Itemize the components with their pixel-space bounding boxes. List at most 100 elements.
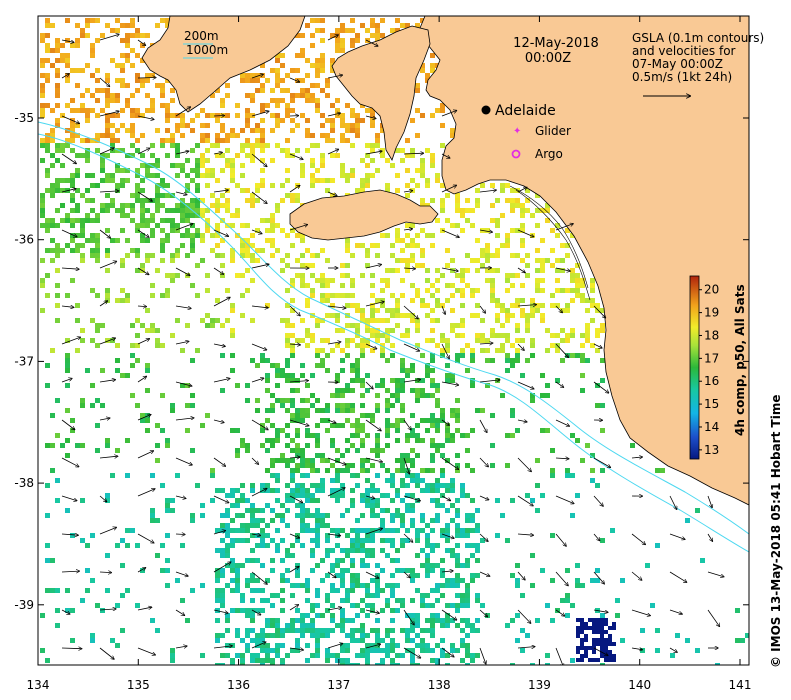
sst-pixel [480,248,485,253]
sst-pixel [570,268,575,273]
velocity-arrow [327,457,346,465]
sst-pixel [290,193,295,198]
sst-pixel [325,338,330,343]
sst-pixel [700,558,705,563]
sst-pixel [50,223,55,228]
sst-pixel [330,438,335,443]
sst-pixel [95,88,100,93]
y-tick-label: -35 [14,111,34,125]
sst-pixel [275,98,280,103]
sst-pixel [175,173,180,178]
sst-pixel [390,28,395,33]
sst-pixel [550,473,555,478]
sst-pixel [440,573,445,578]
sst-pixel [380,523,385,528]
sst-pixel [140,58,145,63]
sst-pixel [415,108,420,113]
sst-pixel [385,283,390,288]
sst-pixel [320,163,325,168]
sst-pixel [315,523,320,528]
sst-pixel [345,658,350,663]
sst-pixel [300,93,305,98]
velocity-arrow [327,534,340,536]
sst-pixel [365,633,370,638]
sst-pixel [280,578,285,583]
sst-pixel [260,518,265,523]
sst-pixel [170,253,175,258]
sst-pixel [445,263,450,268]
sst-pixel [465,643,470,648]
sst-pixel-cold [592,658,596,662]
sst-pixel [345,243,350,248]
sst-pixel [90,233,95,238]
sst-pixel [205,168,210,173]
velocity-arrow [99,572,111,573]
sst-pixel [255,248,260,253]
sst-pixel [415,388,420,393]
sst-pixel [90,183,95,188]
sst-pixel [370,313,375,318]
sst-pixel [505,198,510,203]
sst-pixel [265,533,270,538]
sst-pixel-cold [576,618,580,622]
sst-pixel [435,178,440,183]
sst-pixel [355,38,360,43]
sst-pixel [340,583,345,588]
sst-pixel [455,558,460,563]
sst-pixel [365,593,370,598]
sst-pixel [315,508,320,513]
sst-pixel [105,133,110,138]
sst-pixel [215,638,220,643]
sst-pixel [425,483,430,488]
sst-pixel [275,618,280,623]
sst-pixel [285,253,290,258]
sst-pixel [355,333,360,338]
sst-pixel [135,108,140,113]
sst-pixel [455,523,460,528]
sst-pixel [80,138,85,143]
sst-pixel [460,273,465,278]
sst-pixel [70,638,75,643]
sst-pixel [385,443,390,448]
sst-pixel [290,473,295,478]
adelaide-marker [481,105,491,115]
sst-pixel [340,468,345,473]
sst-pixel [425,268,430,273]
sst-pixel [525,328,530,333]
sst-pixel [155,423,160,428]
sst-pixel [460,603,465,608]
sst-pixel [150,473,155,478]
sst-pixel [450,583,455,588]
sst-pixel [455,203,460,208]
sst-pixel [335,658,340,663]
sst-pixel [340,168,345,173]
sst-pixel [440,143,445,148]
sst-pixel [465,493,470,498]
sst-pixel [105,438,110,443]
sst-pixel [230,328,235,333]
sst-pixel [565,598,570,603]
sst-pixel [140,213,145,218]
sst-pixel [365,163,370,168]
velocity-arrow [403,533,413,542]
sst-pixel [275,123,280,128]
sst-pixel [230,538,235,543]
sst-pixel [455,288,460,293]
sst-pixel [115,643,120,648]
sst-pixel [595,308,600,313]
sst-pixel [250,558,255,563]
sst-pixel [105,208,110,213]
sst-pixel [320,358,325,363]
sst-pixel [255,88,260,93]
sst-pixel [250,658,255,663]
sst-pixel [245,523,250,528]
sst-pixel [310,628,315,633]
sst-pixel [135,403,140,408]
sst-pixel [210,468,215,473]
sst-pixel [525,633,530,638]
sst-pixel [360,118,365,123]
sst-pixel [495,303,500,308]
sst-pixel [535,508,540,513]
sst-pixel [170,333,175,338]
sst-pixel [440,568,445,573]
